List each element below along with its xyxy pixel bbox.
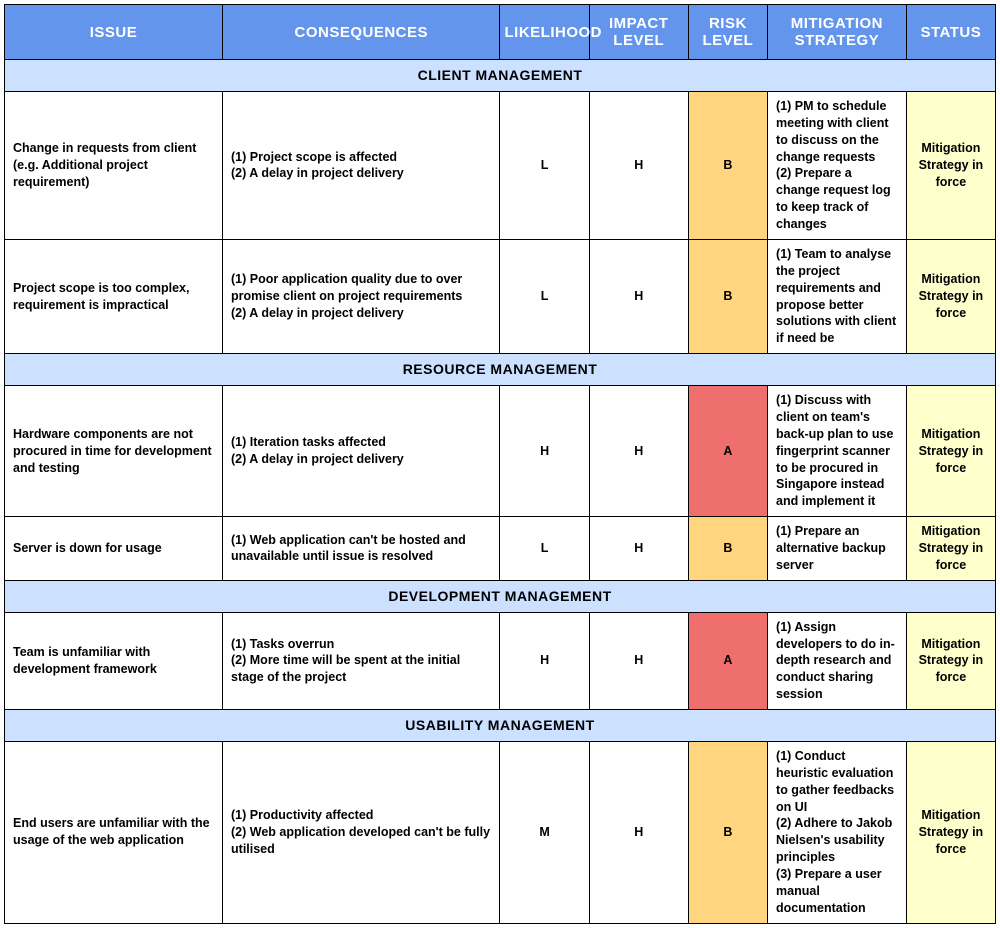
cell-likelihood: L <box>500 239 589 353</box>
section-header-row: RESOURCE MANAGEMENT <box>5 354 996 386</box>
section-header: RESOURCE MANAGEMENT <box>5 354 996 386</box>
cell-issue: Server is down for usage <box>5 517 223 581</box>
cell-risk: B <box>688 517 767 581</box>
table-row: End users are unfamiliar with the usage … <box>5 741 996 923</box>
cell-likelihood: H <box>500 386 589 517</box>
cell-impact: H <box>589 741 688 923</box>
cell-mitigation: (1) Conduct heuristic evaluation to gath… <box>768 741 907 923</box>
cell-impact: H <box>589 91 688 239</box>
cell-risk: B <box>688 741 767 923</box>
table-row: Server is down for usage(1) Web applicat… <box>5 517 996 581</box>
cell-status: Mitigation Strategy in force <box>906 741 995 923</box>
section-header: DEVELOPMENT MANAGEMENT <box>5 580 996 612</box>
cell-impact: H <box>589 612 688 709</box>
cell-issue: End users are unfamiliar with the usage … <box>5 741 223 923</box>
col-header-issue: ISSUE <box>5 5 223 60</box>
risk-table: ISSUECONSEQUENCESLIKELIHOODIMPACT LEVELR… <box>4 4 996 924</box>
cell-status: Mitigation Strategy in force <box>906 517 995 581</box>
cell-risk: B <box>688 239 767 353</box>
cell-consequences: (1) Tasks overrun(2) More time will be s… <box>223 612 500 709</box>
cell-issue: Project scope is too complex, requiremen… <box>5 239 223 353</box>
section-header: USABILITY MANAGEMENT <box>5 710 996 742</box>
table-row: Hardware components are not procured in … <box>5 386 996 517</box>
col-header-risk: RISK LEVEL <box>688 5 767 60</box>
cell-impact: H <box>589 386 688 517</box>
cell-likelihood: H <box>500 612 589 709</box>
cell-likelihood: L <box>500 517 589 581</box>
cell-status: Mitigation Strategy in force <box>906 91 995 239</box>
cell-consequences: (1) Project scope is affected(2) A delay… <box>223 91 500 239</box>
table-row: Team is unfamiliar with development fram… <box>5 612 996 709</box>
cell-status: Mitigation Strategy in force <box>906 386 995 517</box>
cell-issue: Hardware components are not procured in … <box>5 386 223 517</box>
cell-consequences: (1) Productivity affected(2) Web applica… <box>223 741 500 923</box>
cell-mitigation: (1) Team to analyse the project requirem… <box>768 239 907 353</box>
cell-risk: A <box>688 386 767 517</box>
col-header-status: STATUS <box>906 5 995 60</box>
cell-mitigation: (1) PM to schedule meeting with client t… <box>768 91 907 239</box>
table-head: ISSUECONSEQUENCESLIKELIHOODIMPACT LEVELR… <box>5 5 996 60</box>
section-header-row: USABILITY MANAGEMENT <box>5 710 996 742</box>
cell-mitigation: (1) Prepare an alternative backup server <box>768 517 907 581</box>
cell-risk: A <box>688 612 767 709</box>
section-header-row: CLIENT MANAGEMENT <box>5 60 996 92</box>
cell-consequences: (1) Web application can't be hosted and … <box>223 517 500 581</box>
cell-issue: Team is unfamiliar with development fram… <box>5 612 223 709</box>
cell-mitigation: (1) Discuss with client on team's back-u… <box>768 386 907 517</box>
col-header-mitigation: MITIGATION STRATEGY <box>768 5 907 60</box>
col-header-impact: IMPACT LEVEL <box>589 5 688 60</box>
cell-impact: H <box>589 239 688 353</box>
col-header-likelihood: LIKELIHOOD <box>500 5 589 60</box>
col-header-consequences: CONSEQUENCES <box>223 5 500 60</box>
cell-likelihood: M <box>500 741 589 923</box>
cell-status: Mitigation Strategy in force <box>906 239 995 353</box>
cell-consequences: (1) Poor application quality due to over… <box>223 239 500 353</box>
section-header-row: DEVELOPMENT MANAGEMENT <box>5 580 996 612</box>
cell-risk: B <box>688 91 767 239</box>
table-row: Change in requests from client (e.g. Add… <box>5 91 996 239</box>
cell-impact: H <box>589 517 688 581</box>
section-header: CLIENT MANAGEMENT <box>5 60 996 92</box>
table-header-row: ISSUECONSEQUENCESLIKELIHOODIMPACT LEVELR… <box>5 5 996 60</box>
cell-consequences: (1) Iteration tasks affected(2) A delay … <box>223 386 500 517</box>
cell-mitigation: (1) Assign developers to do in-depth res… <box>768 612 907 709</box>
cell-likelihood: L <box>500 91 589 239</box>
cell-status: Mitigation Strategy in force <box>906 612 995 709</box>
table-row: Project scope is too complex, requiremen… <box>5 239 996 353</box>
cell-issue: Change in requests from client (e.g. Add… <box>5 91 223 239</box>
table-body: CLIENT MANAGEMENTChange in requests from… <box>5 60 996 924</box>
